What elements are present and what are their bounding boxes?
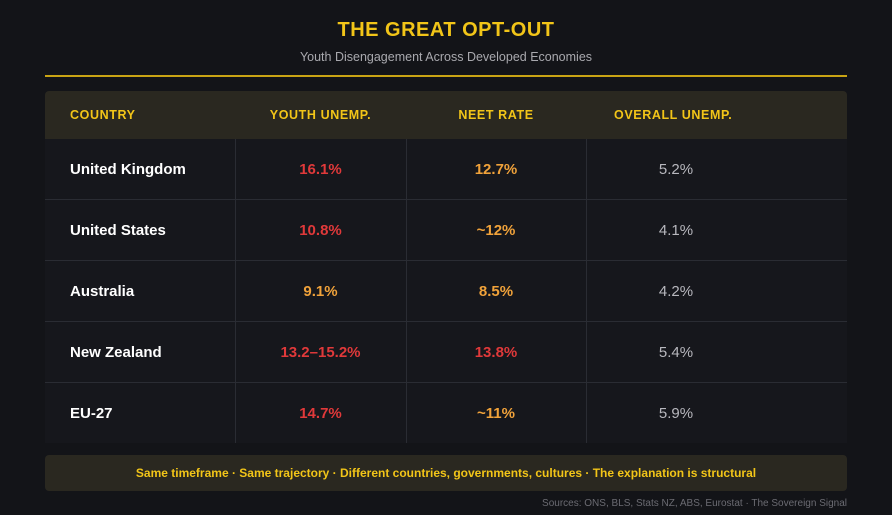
column-divider	[235, 200, 236, 260]
column-divider	[406, 261, 407, 321]
column-header-neet-rate: NEET RATE	[458, 108, 534, 122]
overall-unemployment-cell: 5.9%	[658, 404, 694, 422]
column-divider	[235, 383, 236, 443]
overall-unemployment-cell: 5.4%	[658, 343, 694, 361]
column-divider	[235, 322, 236, 382]
neet-rate-cell: 8.5%	[478, 282, 514, 300]
column-divider	[235, 261, 236, 321]
country-cell: Australia	[70, 282, 135, 300]
youth-unemployment-cell: 14.7%	[299, 404, 342, 422]
column-divider	[586, 322, 587, 382]
youth-unemployment-cell: 10.8%	[299, 221, 342, 239]
column-header-youth-unemployment: YOUTH UNEMP.	[269, 108, 372, 122]
neet-rate-cell: 13.8%	[474, 343, 518, 361]
youth-unemployment-cell: 13.2–15.2%	[280, 343, 361, 361]
table-row: United States 10.8% ~12% 4.1%	[45, 200, 847, 261]
column-header-country: COUNTRY	[70, 108, 136, 122]
neet-rate-cell: ~11%	[477, 404, 515, 422]
page-subtitle: Youth Disengagement Across Developed Eco…	[299, 50, 593, 64]
data-table: COUNTRY YOUTH UNEMP. NEET RATE OVERALL U…	[45, 91, 847, 443]
neet-rate-cell: 12.7%	[474, 160, 518, 178]
table-row: New Zealand 13.2–15.2% 13.8% 5.4%	[45, 322, 847, 383]
column-divider	[586, 139, 587, 199]
country-cell: New Zealand	[70, 343, 162, 361]
country-cell: United States	[70, 221, 166, 239]
source-credit: Sources: ONS, BLS, Stats NZ, ABS, Eurost…	[542, 498, 847, 509]
youth-unemployment-cell: 9.1%	[303, 282, 338, 300]
title-divider	[45, 75, 847, 77]
table-body: United Kingdom 16.1% 12.7% 5.2% United State…	[45, 139, 847, 443]
column-divider	[406, 139, 407, 199]
overall-unemployment-cell: 4.2%	[658, 282, 694, 300]
table-row: Australia 9.1% 8.5% 4.2%	[45, 261, 847, 322]
neet-rate-cell: ~12%	[476, 221, 516, 239]
overall-unemployment-cell: 5.2%	[658, 160, 694, 178]
footer-note-text: Same timeframe · Same trajectory · Diffe…	[135, 466, 757, 480]
column-divider	[406, 383, 407, 443]
column-divider	[406, 322, 407, 382]
country-cell: EU-27	[70, 404, 113, 422]
column-header-overall-unemployment: OVERALL UNEMP.	[614, 108, 733, 122]
column-divider	[235, 139, 236, 199]
table-row: EU-27 14.7% ~11% 5.9%	[45, 383, 847, 443]
youth-unemployment-cell: 16.1%	[299, 160, 342, 178]
column-divider	[586, 200, 587, 260]
column-divider	[586, 261, 587, 321]
country-cell: United Kingdom	[70, 160, 186, 178]
overall-unemployment-cell: 4.1%	[658, 221, 694, 239]
column-divider	[586, 383, 587, 443]
page-title: THE GREAT OPT-OUT	[337, 19, 555, 41]
footer-note: Same timeframe · Same trajectory · Diffe…	[45, 455, 847, 491]
table-header: COUNTRY YOUTH UNEMP. NEET RATE OVERALL U…	[45, 91, 847, 139]
table-row: United Kingdom 16.1% 12.7% 5.2%	[45, 139, 847, 200]
column-divider	[406, 200, 407, 260]
